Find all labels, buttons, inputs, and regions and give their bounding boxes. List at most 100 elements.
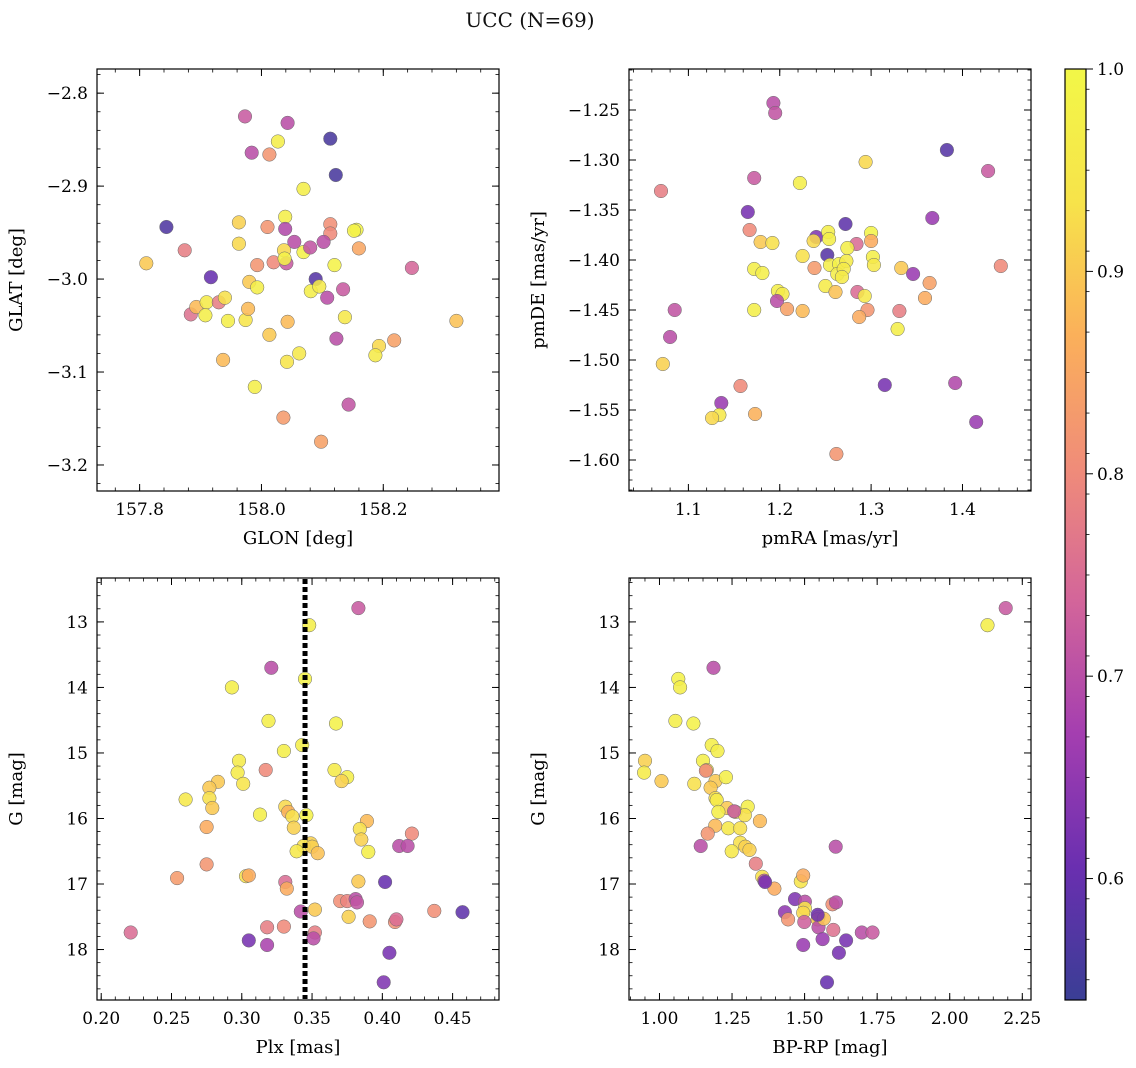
data-point — [382, 945, 397, 960]
data-point — [852, 309, 867, 325]
axes-frame — [628, 577, 1032, 1001]
data-point — [834, 269, 849, 285]
data-point — [237, 109, 253, 124]
data-point — [341, 397, 356, 412]
data-point — [262, 327, 277, 342]
data-point — [828, 895, 844, 910]
data-point — [260, 937, 275, 953]
x-axis-label: pmRA [mas/yr] — [762, 528, 899, 549]
scatter-points — [123, 601, 470, 990]
data-point — [159, 219, 174, 235]
data-point — [858, 154, 873, 170]
x-axis-label: Plx [mas] — [256, 1037, 341, 1058]
data-point — [877, 377, 892, 393]
data-point — [231, 753, 247, 768]
x-axis-label: BP-RP [mag] — [772, 1037, 887, 1058]
data-point — [822, 231, 837, 247]
data-point — [718, 770, 733, 785]
ticks — [629, 69, 1031, 491]
data-point — [346, 223, 362, 238]
colorbar-tick-label: 0.7 — [1097, 667, 1124, 687]
panel-proper-motion: 1.1 1.2 1.3 1.4 −1.25 −1.30 −1.35 −1.40 −1.45 −1.… — [528, 68, 1032, 549]
data-point — [427, 903, 442, 918]
colorbar-tick-label: 1.0 — [1097, 60, 1124, 80]
data-point — [199, 295, 214, 310]
data-point — [795, 303, 810, 319]
data-point — [354, 832, 369, 847]
data-point — [236, 776, 251, 791]
data-point — [795, 248, 810, 264]
x-tick-label: 1.75 — [858, 1009, 896, 1029]
data-point — [733, 821, 748, 836]
x-tick-label: 0.25 — [153, 1009, 191, 1029]
data-point — [286, 820, 301, 835]
y-axis-label: pmDE [mas/yr] — [528, 211, 549, 349]
y-tick-label: −1.45 — [568, 301, 620, 321]
x-tick-label: 1.25 — [713, 1009, 751, 1029]
ticks — [97, 578, 499, 1000]
data-point — [810, 907, 825, 922]
x-tick-label: 0.45 — [434, 1009, 472, 1029]
data-point — [705, 410, 720, 426]
data-point — [742, 222, 757, 238]
scatter-points — [653, 95, 1008, 462]
data-point — [796, 868, 811, 883]
y-tick-label: 13 — [598, 613, 620, 633]
data-point — [279, 354, 295, 369]
data-point — [894, 260, 909, 276]
data-point — [748, 856, 763, 871]
panel-sky: 157.8 158.0 158.2 −2.8 −2.9 −3.0 −3.1 −3.2 GLON … — [6, 68, 500, 549]
data-point — [316, 234, 331, 249]
data-point — [449, 313, 464, 328]
data-point — [865, 925, 880, 940]
data-point — [241, 868, 256, 883]
y-tick-label: 14 — [66, 678, 88, 698]
x-axis-label: GLON [deg] — [243, 528, 353, 549]
data-point — [693, 838, 708, 854]
data-point — [349, 895, 365, 910]
data-point — [752, 814, 767, 829]
data-point — [724, 844, 739, 859]
data-point — [687, 776, 702, 791]
y-tick-label: −3.2 — [47, 456, 88, 476]
panels: 157.8 158.0 158.2 −2.8 −2.9 −3.0 −3.1 −3.2 GLON … — [6, 68, 1041, 1058]
x-tick-label: 0.30 — [223, 1009, 261, 1029]
x-tick-label: 1.1 — [675, 500, 702, 520]
data-point — [307, 902, 322, 917]
data-point — [655, 356, 670, 372]
data-point — [797, 914, 812, 930]
data-point — [828, 284, 843, 300]
y-tick-label: 17 — [598, 875, 620, 895]
data-point — [969, 414, 984, 430]
data-point — [341, 909, 356, 924]
data-point — [277, 251, 292, 266]
y-tick-label: −1.55 — [568, 401, 620, 421]
data-point — [857, 288, 872, 304]
data-point — [292, 346, 307, 361]
data-point — [264, 660, 279, 675]
data-point — [948, 375, 963, 391]
colorbar-gradient — [1064, 68, 1087, 1001]
data-point — [361, 844, 376, 859]
data-point — [247, 379, 262, 394]
data-point — [205, 800, 220, 816]
x-tick-label: 1.00 — [641, 1009, 679, 1029]
colorbar-tick-label: 0.6 — [1097, 870, 1124, 890]
data-point — [765, 235, 780, 251]
data-point — [258, 762, 273, 778]
x-tick-label: 158.0 — [237, 500, 286, 520]
y-tick-label: −1.40 — [568, 251, 620, 271]
y-tick-label: 15 — [598, 744, 620, 764]
axes-frame — [628, 68, 1032, 492]
data-point — [906, 266, 921, 282]
data-point — [826, 922, 841, 937]
y-tick-label: 18 — [66, 941, 88, 961]
x-tick-label: 2.00 — [931, 1009, 969, 1029]
data-point — [404, 826, 419, 841]
data-point — [892, 303, 907, 319]
data-point — [280, 314, 295, 329]
data-point — [753, 234, 768, 250]
figure-title: UCC (N=69) — [465, 8, 594, 32]
data-point — [198, 308, 213, 323]
